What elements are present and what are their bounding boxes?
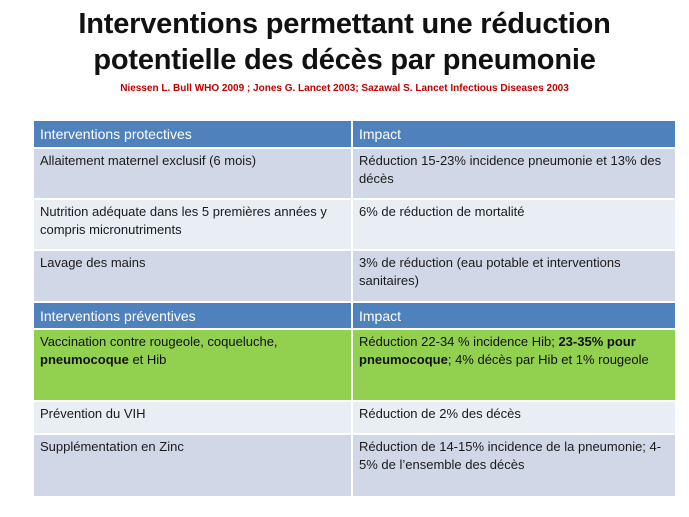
impact-text: Réduction 22-34 % incidence Hib; — [359, 334, 559, 349]
table-row-highlighted: Vaccination contre rougeole, coqueluche,… — [34, 329, 675, 402]
table-row: Nutrition adéquate dans les 5 premières … — [34, 199, 675, 251]
protective-header: Interventions protectives — [34, 121, 353, 149]
pneumococcus-impact-emphasis: 23-35% pour pneumocoque — [359, 334, 636, 367]
table-row: Prévention du VIH Réduction de 2% des dé… — [34, 401, 675, 435]
table-row: Allaitement maternel exclusif (6 mois) R… — [34, 148, 675, 200]
impact-cell: 3% de réduction (eau potable et interven… — [352, 250, 675, 303]
table-row: Supplémentation en Zinc Réduction de 14-… — [34, 434, 675, 498]
pneumococcus-emphasis: pneumocoque — [40, 352, 129, 367]
slide-title: Interventions permettant une réduction p… — [0, 6, 689, 78]
impact-header: Impact — [352, 302, 675, 330]
impact-cell: Réduction 15-23% incidence pneumonie et … — [352, 148, 675, 200]
impact-cell: 6% de réduction de mortalité — [352, 199, 675, 251]
intervention-cell: Supplémentation en Zinc — [34, 434, 353, 498]
table-row: Lavage des mains 3% de réduction (eau po… — [34, 250, 675, 303]
intervention-cell: Vaccination contre rougeole, coqueluche,… — [34, 329, 353, 402]
title-line-2: potentielle des décès par pneumonie — [93, 44, 596, 76]
impact-header: Impact — [352, 121, 675, 149]
impact-text-end: ; 4% décès par Hib et 1% rougeole — [447, 352, 649, 367]
impact-cell: Réduction de 14-15% incidence de la pneu… — [352, 434, 675, 498]
protective-header-row: Interventions protectives Impact — [34, 121, 675, 149]
intervention-cell: Lavage des mains — [34, 250, 353, 303]
preventive-header: Interventions préventives — [34, 302, 353, 330]
impact-cell: Réduction de 2% des décès — [352, 401, 675, 435]
title-line-1: Interventions permettant une réduction — [78, 8, 611, 40]
preventive-header-row: Interventions préventives Impact — [34, 302, 675, 330]
interventions-table: Interventions protectives Impact Allaite… — [34, 121, 675, 498]
references-subtitle: Niessen L. Bull WHO 2009 ; Jones G. Lanc… — [120, 83, 569, 94]
intervention-cell: Allaitement maternel exclusif (6 mois) — [34, 148, 353, 200]
vaccination-text-end: et Hib — [128, 352, 167, 367]
impact-cell: Réduction 22-34 % incidence Hib; 23-35% … — [352, 329, 675, 402]
intervention-cell: Nutrition adéquate dans les 5 premières … — [34, 199, 353, 251]
vaccination-text: Vaccination contre rougeole, coqueluche, — [40, 334, 278, 349]
intervention-cell: Prévention du VIH — [34, 401, 353, 435]
